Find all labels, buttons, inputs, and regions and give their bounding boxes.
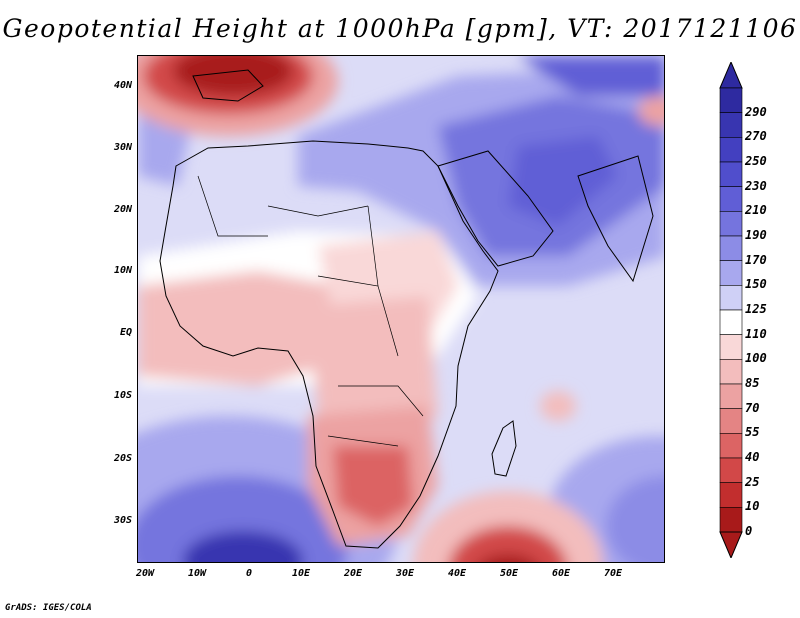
lon-label-50e: 50E (499, 568, 519, 579)
lat-label-30s: 30S (113, 515, 132, 526)
map-canvas (138, 56, 664, 562)
colorbar-label-290: 290 (745, 104, 767, 119)
lon-label-30e: 30E (395, 568, 415, 579)
colorbar-label-190: 190 (745, 228, 767, 242)
colorbar-top-arrow (719, 62, 743, 89)
lon-label-70e: 70E (603, 568, 623, 579)
colorbar-swatch-17 (719, 507, 743, 533)
lat-label-20s: 20S (113, 453, 132, 464)
colorbar-label-250: 250 (745, 154, 767, 168)
indian-ocean-low (540, 391, 576, 421)
colorbar-label-170: 170 (745, 252, 767, 267)
country-borders (197, 175, 424, 447)
mascarene-high-mid (449, 526, 567, 562)
lon-label-20e: 20E (343, 568, 363, 579)
colorbar-swatch-12 (719, 383, 743, 409)
colorbar-label-40: 40 (745, 450, 760, 464)
colorbar-label-125: 125 (745, 302, 767, 316)
colorbar-swatch-5 (719, 211, 743, 237)
lat-label-10s: 10S (113, 390, 132, 401)
north-contour-top (518, 56, 664, 96)
south-atlantic-contour-mid (138, 476, 348, 562)
east-indian-contour-inner (606, 476, 664, 562)
south-atlantic-contour-inner (183, 531, 303, 562)
kalahari-contour (333, 446, 413, 526)
mascarene-high-inner (481, 554, 535, 562)
colorbar-bottom-arrow (719, 531, 743, 558)
northeast-red-patch (638, 96, 664, 126)
colorbar-label-25: 25 (745, 474, 760, 489)
colorbar-swatch-0 (719, 87, 743, 113)
lon-label-10w: 10W (187, 568, 207, 579)
colorbar-swatch-14 (719, 433, 743, 459)
iberia-outline (192, 69, 264, 102)
arabia-outline (437, 150, 554, 267)
colorbar-label-270: 270 (745, 129, 767, 144)
colorbar-swatch-6 (719, 235, 743, 261)
lat-label-20n: 20N (113, 204, 132, 215)
lon-label-10e: 10E (291, 568, 311, 579)
colorbar-swatch-8 (719, 285, 743, 311)
lon-label-40e: 40E (447, 568, 467, 579)
colorbar-swatch-9 (719, 309, 743, 335)
colorbar-swatch-7 (719, 260, 743, 286)
lat-label-10n: 10N (113, 265, 132, 276)
credit-label: GrADS: IGES/COLA (5, 603, 92, 613)
lon-label-20w: 20W (135, 568, 155, 579)
colorbar (719, 62, 743, 558)
colorbar-label-10: 10 (745, 499, 760, 514)
colorbar-label-210: 210 (745, 203, 767, 218)
madagascar-outline (491, 420, 517, 477)
colorbar-swatch-2 (719, 137, 743, 163)
colorbar-label-110: 110 (745, 326, 767, 341)
lat-label-eq: EQ (119, 327, 132, 338)
lon-label-0: 0 (245, 568, 253, 579)
lat-label-40n: 40N (113, 80, 132, 91)
india-outline (577, 155, 654, 283)
colorbar-swatch-10 (719, 334, 743, 360)
map-plot-area (137, 55, 665, 563)
colorbar-swatch-1 (719, 112, 743, 138)
colorbar-swatch-13 (719, 408, 743, 434)
gulf-guinea-contour (138, 271, 358, 386)
colorbar-label-230: 230 (745, 178, 767, 193)
colorbar-label-0: 0 (745, 524, 753, 538)
colorbar-swatch-16 (719, 482, 743, 508)
colorbar-swatch-3 (719, 161, 743, 187)
map-title: Geopotential Height at 1000hPa [gpm], VT… (2, 14, 798, 43)
lat-label-30n: 30N (113, 142, 132, 153)
arabia-inner-contour (508, 136, 618, 226)
colorbar-label-100: 100 (745, 351, 767, 366)
colorbar-swatch-15 (719, 457, 743, 483)
lon-label-60e: 60E (551, 568, 571, 579)
colorbar-swatch-11 (719, 359, 743, 385)
colorbar-label-85: 85 (745, 376, 760, 390)
africa-coastline (159, 140, 499, 549)
colorbar-label-70: 70 (745, 400, 760, 415)
colorbar-label-150: 150 (745, 277, 767, 292)
colorbar-swatch-4 (719, 186, 743, 212)
colorbar-label-55: 55 (745, 425, 760, 440)
